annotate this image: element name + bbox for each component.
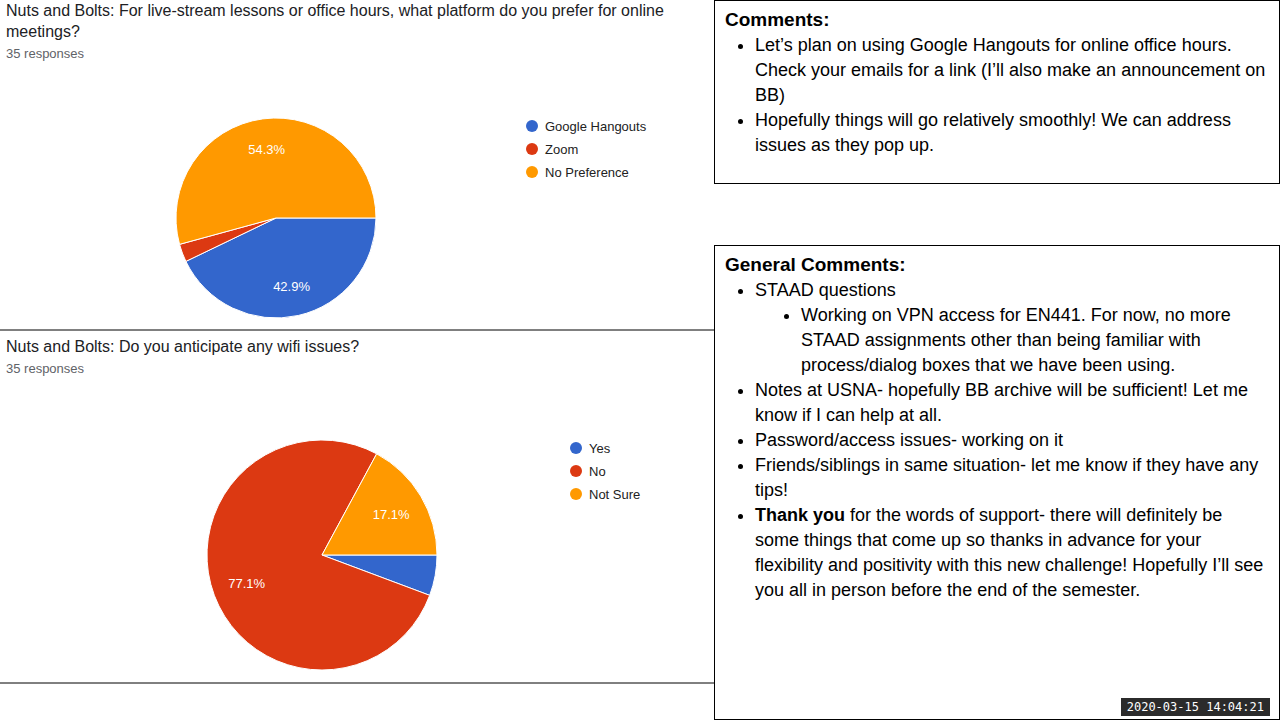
- chart-title: Nuts and Bolts: Do you anticipate any wi…: [6, 338, 359, 355]
- pie-slice: [322, 454, 437, 555]
- bullet-text: Let’s plan on using Google Hangouts for …: [755, 35, 1265, 105]
- bullet-text: Notes at USNA- hopefully BB archive will…: [755, 380, 1248, 425]
- slices: [207, 440, 437, 670]
- legend-label: No Preference: [545, 165, 629, 180]
- data-label: 42.9%: [273, 279, 310, 294]
- legend-swatch: [570, 488, 582, 500]
- chart-subtitle: 35 responses: [6, 361, 85, 376]
- bullet-item: Password/access issues- working on it: [755, 428, 1269, 453]
- legend-swatch: [526, 120, 538, 132]
- comment-panel: Comments:Let’s plan on using Google Hang…: [714, 0, 1280, 184]
- charts-area: Nuts and Bolts: For live-stream lessons …: [0, 0, 714, 720]
- title-line: Nuts and Bolts: Do you anticipate any wi…: [6, 338, 359, 355]
- bullet-list: Let’s plan on using Google Hangouts for …: [725, 33, 1269, 158]
- bullet-item: Thank you for the words of support- ther…: [755, 503, 1269, 603]
- panel-heading: General Comments:: [725, 252, 1269, 278]
- bullet-item: Friends/siblings in same situation- let …: [755, 453, 1269, 503]
- legend-swatch: [570, 465, 582, 477]
- bold-text: Thank you: [755, 505, 845, 525]
- legend-swatch: [526, 143, 538, 155]
- bullet-item: Hopefully things will go relatively smoo…: [755, 108, 1269, 158]
- bullet-text: Password/access issues- working on it: [755, 430, 1063, 450]
- bullet-item: Notes at USNA- hopefully BB archive will…: [755, 378, 1269, 428]
- legend-label: Yes: [589, 441, 611, 456]
- title-line: Nuts and Bolts: For live-stream lessons …: [6, 2, 664, 19]
- legend-swatch: [570, 442, 582, 454]
- bullet-text: Hopefully things will go relatively smoo…: [755, 110, 1231, 155]
- bullet-item: Let’s plan on using Google Hangouts for …: [755, 33, 1269, 108]
- data-label: 54.3%: [248, 142, 285, 157]
- data-label: 17.1%: [373, 507, 410, 522]
- divider: [0, 330, 714, 331]
- chart-title: Nuts and Bolts: For live-stream lessons …: [6, 2, 664, 40]
- divider: [0, 683, 714, 684]
- pie-chart: Nuts and Bolts: Do you anticipate any wi…: [6, 338, 640, 670]
- pie-chart: Nuts and Bolts: For live-stream lessons …: [6, 2, 664, 318]
- timestamp: 2020-03-15 14:04:21: [1121, 698, 1270, 716]
- slices: [176, 118, 376, 318]
- bullet-text: Friends/siblings in same situation- let …: [755, 455, 1258, 500]
- page: {"chart_data": [ {"type": "pie", "title"…: [0, 0, 1280, 720]
- legend-label: No: [589, 464, 606, 479]
- data-label: 77.1%: [228, 576, 265, 591]
- legend-swatch: [526, 166, 538, 178]
- sub-list: Working on VPN access for EN441. For now…: [755, 303, 1269, 378]
- chart-subtitle: 35 responses: [6, 46, 85, 61]
- legend: Google Hangouts Zoom No Preference: [526, 119, 647, 180]
- pie-slice: [176, 118, 376, 244]
- legend-label: Not Sure: [589, 487, 640, 502]
- bullet-item: STAAD questions Working on VPN access for…: [755, 278, 1269, 378]
- panel-heading: Comments:: [725, 7, 1269, 33]
- comment-panel: General Comments:STAAD questions Working …: [714, 245, 1280, 720]
- legend-label: Google Hangouts: [545, 119, 647, 134]
- bullet-text: STAAD questions: [755, 280, 896, 300]
- legend: Yes No Not Sure: [570, 441, 640, 502]
- legend-label: Zoom: [545, 142, 578, 157]
- title-line: meetings?: [6, 23, 80, 40]
- sub-item: Working on VPN access for EN441. For now…: [801, 303, 1269, 378]
- bullet-list: STAAD questions Working on VPN access for…: [725, 278, 1269, 603]
